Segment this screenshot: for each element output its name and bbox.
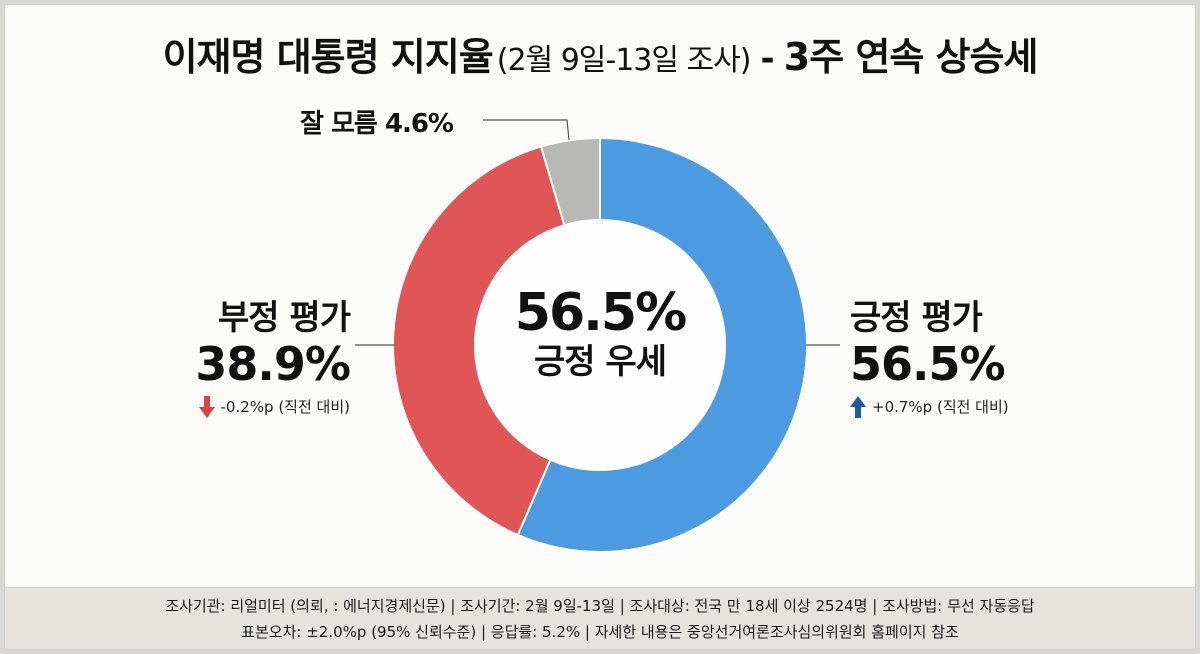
negative-change-row: -0.2%p (직전 대비)	[170, 395, 350, 418]
title-main: 이재명 대통령 지지율	[162, 35, 494, 79]
leader-line-dont-know	[483, 119, 570, 141]
positive-change: +0.7%p (직전 대비)	[872, 398, 1009, 417]
label-positive: 긍정 평가 56.5% +0.7%p (직전 대비)	[850, 290, 1050, 418]
center-value: 56.5%	[514, 283, 687, 343]
label-negative: 부정 평가 38.9% -0.2%p (직전 대비)	[170, 290, 351, 418]
title-period: (2월 9일-13일 조사)	[496, 43, 752, 78]
chart-title: 이재명 대통령 지지율 (2월 9일-13일 조사) - 3주 연속 상승세	[0, 26, 1200, 81]
negative-change: -0.2%p (직전 대비)	[220, 398, 350, 417]
footer-line-1: 조사기관: 리얼미터 (의뢰, : 에너지경제신문) | 조사기간: 2월 9일…	[165, 597, 1035, 615]
label-dont-know: 잘 모름 4.6%	[300, 109, 454, 139]
survey-info-footer: 조사기관: 리얼미터 (의뢰, : 에너지경제신문) | 조사기간: 2월 9일…	[5, 587, 1195, 649]
negative-value: 38.9%	[195, 337, 351, 391]
donut-segments	[392, 136, 808, 553]
donut-center-text: 56.5% 긍정 우세	[475, 283, 725, 383]
title-separator: -	[760, 39, 775, 79]
arrow-down-icon	[198, 395, 215, 418]
positive-value: 56.5%	[850, 337, 1006, 391]
arrow-up-icon	[850, 395, 866, 418]
center-caption: 긍정 우세	[534, 342, 667, 383]
negative-name: 부정 평가	[218, 298, 351, 338]
title-headline: 3주 연속 상승세	[783, 35, 1039, 79]
positive-name: 긍정 평가	[850, 298, 983, 338]
footer-line-2: 표본오차: ±2.0%p (95% 신뢰수준) | 응답률: 5.2% | 자세…	[241, 623, 959, 641]
donut-hole	[475, 220, 725, 470]
positive-change-row: +0.7%p (직전 대비)	[850, 395, 1050, 418]
